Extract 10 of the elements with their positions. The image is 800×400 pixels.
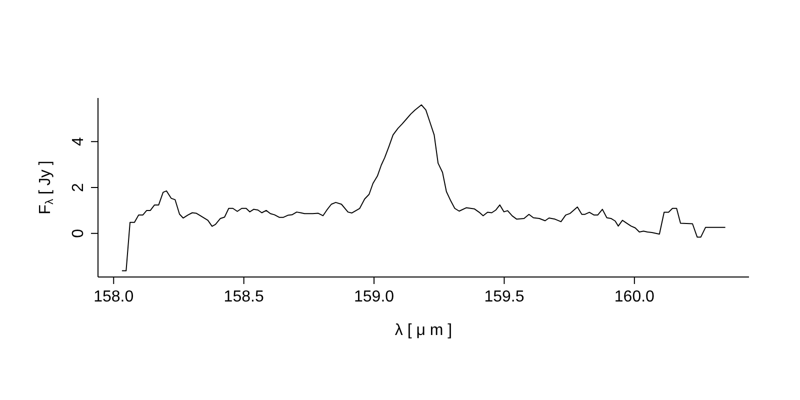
x-tick-label: 159.0 bbox=[354, 288, 394, 306]
x-axis-title: λ [ μ m ] bbox=[394, 322, 452, 339]
line-series bbox=[121, 104, 726, 272]
x-tick-label: 158.5 bbox=[224, 288, 264, 306]
y-tick-label: 4 bbox=[70, 137, 87, 146]
y-tick-label: 0 bbox=[70, 228, 87, 238]
x-tick-label: 160.0 bbox=[614, 288, 655, 306]
x-tick-label: 158.0 bbox=[94, 288, 134, 306]
x-tick-label: 159.5 bbox=[484, 288, 524, 306]
y-tick-label: 2 bbox=[70, 182, 87, 192]
